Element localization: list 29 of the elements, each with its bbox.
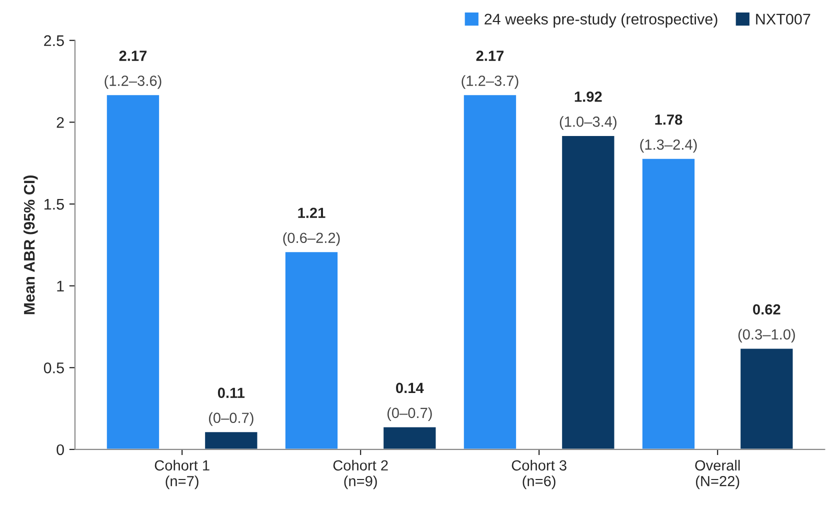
bar [284, 250, 339, 450]
y-tick-label: 1 [57, 280, 64, 292]
bar [106, 94, 160, 450]
data-label: 1.78 (1.3–2.4) [640, 114, 697, 153]
y-tick-label: 0.5 [44, 362, 64, 374]
legend-label: 24 weeks pre-study (retrospective) [484, 13, 718, 28]
y-tick-label: 0 [56, 444, 64, 456]
data-label: 0.62 (0.3–1.0) [738, 304, 795, 342]
x-tick-label: Cohort 3 (n=6) [512, 460, 566, 490]
bar [204, 430, 259, 450]
bar [739, 347, 794, 450]
x-tick-label: Overall (N=22) [695, 460, 740, 490]
legend-label: NXT007 [756, 14, 810, 25]
y-axis-title: Mean ABR (95% CI) [24, 176, 38, 314]
bar [560, 134, 616, 450]
x-tick-label: Cohort 1 (n=7) [154, 460, 210, 490]
data-label: 2.17 (1.2–3.6) [104, 50, 162, 89]
x-tick-label: Cohort 2 (n=9) [333, 460, 388, 490]
y-tick-label: 2 [56, 117, 64, 128]
y-tick-label: 2.5 [44, 35, 64, 46]
data-label: 1.92 (1.0–3.4) [560, 92, 616, 130]
bar [641, 158, 696, 450]
data-label: 0.11 (0–0.7) [208, 388, 254, 426]
data-label: 2.17 (1.2–3.7) [462, 50, 518, 89]
y-tick-label: 1.5 [44, 199, 64, 210]
data-label: 1.21 (0.6–2.2) [283, 208, 340, 246]
bar [462, 94, 518, 450]
data-label: 0.14 (0–0.7) [387, 382, 432, 421]
bar [382, 426, 438, 450]
